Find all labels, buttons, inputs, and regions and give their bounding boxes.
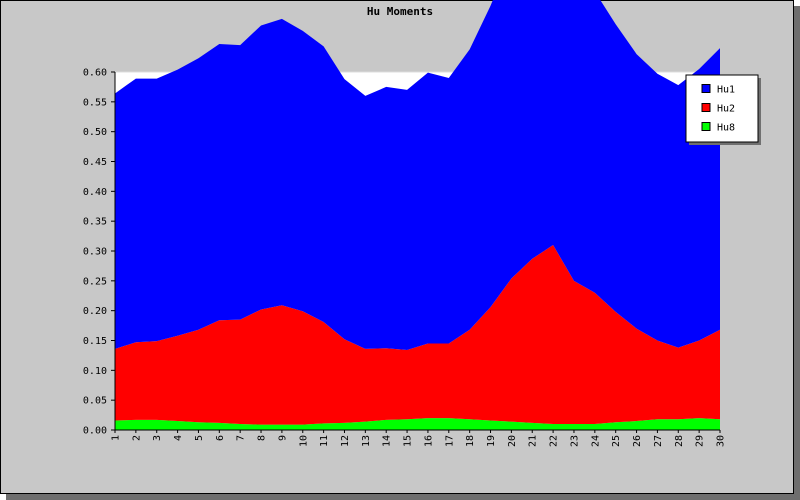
x-tick-label-25: 26 bbox=[632, 435, 643, 447]
x-tick-label-14: 15 bbox=[403, 435, 414, 447]
x-tick-label-28: 29 bbox=[695, 435, 706, 447]
x-tick-label-9: 10 bbox=[298, 435, 309, 447]
y-tick-label-8: 0.40 bbox=[83, 187, 107, 198]
x-tick-label-5: 6 bbox=[215, 435, 226, 441]
x-tick-label-3: 4 bbox=[173, 435, 184, 441]
y-tick-label-4: 0.20 bbox=[83, 306, 107, 317]
legend-label-hu2: Hu2 bbox=[717, 104, 735, 115]
x-tick-label-29: 30 bbox=[716, 435, 727, 447]
legend-swatch-hu8 bbox=[701, 122, 711, 131]
chart-title: Hu Moments bbox=[367, 5, 433, 18]
area-hu8 bbox=[115, 418, 720, 430]
x-tick-label-20: 21 bbox=[528, 435, 539, 447]
area-hu2 bbox=[115, 245, 720, 425]
x-tick-label-10: 11 bbox=[319, 435, 330, 447]
x-tick-label-2: 3 bbox=[152, 435, 163, 441]
legend: Hu1 Hu2 Hu8 bbox=[685, 74, 761, 145]
x-tick-label-17: 18 bbox=[465, 435, 476, 447]
x-tick-label-15: 16 bbox=[423, 435, 434, 447]
y-tick-label-7: 0.35 bbox=[83, 217, 107, 228]
y-tick-label-5: 0.25 bbox=[83, 276, 107, 287]
legend-swatch-hu1 bbox=[701, 84, 711, 93]
x-tick-label-21: 22 bbox=[549, 435, 560, 447]
axes: 0.00 0.05 0.10 0.15 0.20 0.25 0.30 0.35 0.40 0.45… bbox=[83, 68, 727, 448]
x-tick-label-8: 9 bbox=[277, 435, 288, 441]
area-series-group bbox=[115, 0, 720, 430]
area-hu1 bbox=[115, 0, 720, 351]
legend-swatch-hu2 bbox=[701, 103, 711, 112]
x-tick-label-23: 24 bbox=[590, 435, 601, 447]
x-tick-label-12: 13 bbox=[361, 435, 372, 447]
x-tick-label-27: 28 bbox=[674, 435, 685, 447]
y-tick-label-12: 0.60 bbox=[83, 68, 107, 79]
x-tick-label-18: 19 bbox=[486, 435, 497, 447]
x-tick-label-4: 5 bbox=[194, 435, 205, 441]
x-tick-label-6: 7 bbox=[236, 435, 247, 441]
x-tick-label-0: 1 bbox=[111, 435, 122, 441]
x-tick-label-26: 27 bbox=[653, 435, 664, 447]
legend-label-hu1: Hu1 bbox=[717, 85, 735, 96]
y-tick-label-11: 0.55 bbox=[83, 97, 107, 108]
x-tick-label-19: 20 bbox=[507, 435, 518, 447]
x-tick-label-11: 12 bbox=[340, 435, 351, 447]
x-tick-label-16: 17 bbox=[444, 435, 455, 447]
x-tick-label-1: 2 bbox=[131, 435, 142, 441]
legend-box bbox=[685, 74, 759, 143]
y-tick-label-0: 0.00 bbox=[83, 426, 107, 437]
y-tick-label-6: 0.30 bbox=[83, 247, 107, 258]
y-tick-label-1: 0.05 bbox=[83, 396, 107, 407]
y-tick-label-2: 0.10 bbox=[83, 366, 107, 377]
y-tick-label-9: 0.45 bbox=[83, 157, 107, 168]
x-tick-label-22: 23 bbox=[569, 435, 580, 447]
x-tick-label-7: 8 bbox=[257, 435, 268, 441]
x-tick-label-24: 25 bbox=[611, 435, 622, 447]
x-tick-label-13: 14 bbox=[382, 435, 393, 447]
y-tick-label-3: 0.15 bbox=[83, 336, 107, 347]
y-tick-label-10: 0.50 bbox=[83, 127, 107, 138]
legend-label-hu8: Hu8 bbox=[717, 123, 735, 134]
